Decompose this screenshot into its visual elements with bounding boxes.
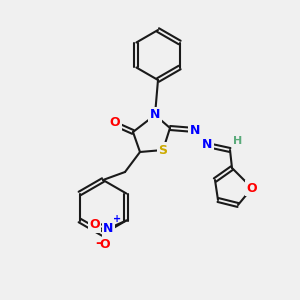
Text: O: O [99, 238, 110, 251]
Text: O: O [89, 218, 100, 231]
Text: O: O [247, 182, 257, 194]
Text: N: N [202, 139, 212, 152]
Text: N: N [150, 109, 160, 122]
Text: +: + [113, 214, 122, 224]
Text: H: H [233, 136, 243, 146]
Text: N: N [103, 222, 114, 235]
Text: N: N [190, 124, 200, 136]
Text: S: S [158, 143, 167, 157]
Text: O: O [110, 116, 120, 130]
Text: -: - [95, 236, 101, 250]
